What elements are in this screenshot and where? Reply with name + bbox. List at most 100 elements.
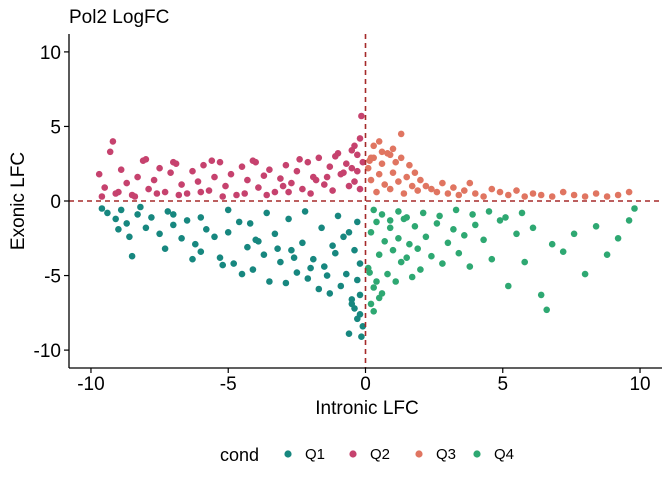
data-point-q2 xyxy=(101,184,108,191)
data-point-q2 xyxy=(348,164,356,172)
data-point-q4 xyxy=(631,205,638,212)
data-point-q2 xyxy=(134,173,141,181)
data-point-q4 xyxy=(581,270,589,278)
data-point-q1 xyxy=(148,214,155,221)
data-point-q4 xyxy=(450,226,457,233)
data-point-q1 xyxy=(211,233,218,241)
data-point-q3 xyxy=(370,142,378,150)
data-point-q2 xyxy=(266,166,273,173)
legend-key-q3 xyxy=(415,450,423,458)
data-point-q1 xyxy=(224,206,232,214)
data-point-q3 xyxy=(392,158,400,166)
data-point-q3 xyxy=(450,184,457,191)
data-point-q3 xyxy=(367,176,375,184)
data-point-q2 xyxy=(340,169,347,176)
data-point-q3 xyxy=(592,190,600,197)
data-point-q2 xyxy=(189,167,196,175)
data-point-q4 xyxy=(439,260,446,267)
data-point-q4 xyxy=(366,269,373,276)
data-point-q2 xyxy=(170,158,177,166)
y-tick-label: 10 xyxy=(40,43,61,64)
data-point-q2 xyxy=(241,190,248,197)
data-point-q4 xyxy=(625,217,633,224)
data-point-q1 xyxy=(142,224,150,232)
data-point-q2 xyxy=(296,156,303,163)
data-point-q3 xyxy=(373,188,380,196)
data-point-q1 xyxy=(117,206,125,214)
data-point-q1 xyxy=(290,254,298,261)
data-point-q2 xyxy=(356,135,364,142)
data-point-q3 xyxy=(408,182,416,190)
data-point-q1 xyxy=(192,240,199,248)
legend-label-q4: Q4 xyxy=(494,446,514,463)
data-point-q4 xyxy=(403,214,411,221)
data-point-q2 xyxy=(263,191,271,199)
data-point-q2 xyxy=(326,163,334,170)
data-point-q4 xyxy=(408,273,416,281)
data-point-q1 xyxy=(183,217,191,224)
data-point-q1 xyxy=(156,230,163,238)
data-point-q2 xyxy=(194,178,202,185)
data-point-q2 xyxy=(222,182,229,190)
data-point-q2 xyxy=(354,167,361,175)
data-point-q1 xyxy=(299,239,306,247)
data-point-q1 xyxy=(197,248,205,255)
data-point-q4 xyxy=(496,217,504,224)
data-point-q1 xyxy=(219,261,226,269)
data-point-q1 xyxy=(351,305,358,312)
data-point-q1 xyxy=(170,211,177,218)
data-point-q4 xyxy=(428,252,435,260)
data-point-q2 xyxy=(117,166,125,173)
data-point-q2 xyxy=(285,188,292,196)
data-point-q4 xyxy=(386,224,394,232)
data-point-q1 xyxy=(307,264,314,272)
data-point-q4 xyxy=(384,270,391,278)
data-point-q3 xyxy=(488,185,496,193)
data-point-q1 xyxy=(260,251,268,258)
data-point-q1 xyxy=(293,269,301,276)
data-point-q4 xyxy=(488,255,496,263)
data-point-q1 xyxy=(224,229,232,236)
data-point-q1 xyxy=(104,209,111,217)
data-point-q2 xyxy=(343,160,350,167)
data-point-q4 xyxy=(375,251,383,258)
data-point-q4 xyxy=(592,223,600,230)
axes-layer: -10 -5 0 5 10 -10 -5 0 5 10 xyxy=(34,34,662,395)
data-point-q1 xyxy=(263,209,271,217)
data-point-q1 xyxy=(332,249,339,257)
data-point-q2 xyxy=(145,185,152,193)
data-point-q3 xyxy=(381,181,389,188)
data-point-q2 xyxy=(277,175,284,182)
data-point-q1 xyxy=(345,330,353,338)
data-point-q4 xyxy=(411,223,419,230)
data-point-q3 xyxy=(414,187,422,194)
data-point-q2 xyxy=(183,190,191,197)
data-point-q4 xyxy=(444,239,452,247)
data-point-q1 xyxy=(345,229,353,236)
data-point-q2 xyxy=(153,190,161,197)
data-point-q4 xyxy=(419,209,427,217)
data-point-q4 xyxy=(370,206,378,214)
data-point-q2 xyxy=(323,173,331,181)
data-point-q1 xyxy=(216,254,224,261)
data-point-q1 xyxy=(123,220,130,227)
data-point-q2 xyxy=(167,169,174,176)
data-point-q3 xyxy=(378,148,386,156)
data-point-q4 xyxy=(389,246,397,254)
data-point-q3 xyxy=(389,145,397,153)
data-point-q1 xyxy=(315,285,323,293)
data-point-q1 xyxy=(304,275,312,282)
data-point-q2 xyxy=(200,161,207,169)
data-point-q4 xyxy=(485,208,493,215)
data-point-q2 xyxy=(178,181,185,188)
data-point-q2 xyxy=(95,170,103,178)
x-tick-label: 10 xyxy=(629,374,650,395)
data-point-q4 xyxy=(370,284,378,291)
data-point-q2 xyxy=(227,170,235,178)
data-point-q2 xyxy=(238,163,246,170)
data-point-q1 xyxy=(161,245,169,252)
data-point-q4 xyxy=(505,282,512,290)
data-point-q3 xyxy=(548,193,556,200)
